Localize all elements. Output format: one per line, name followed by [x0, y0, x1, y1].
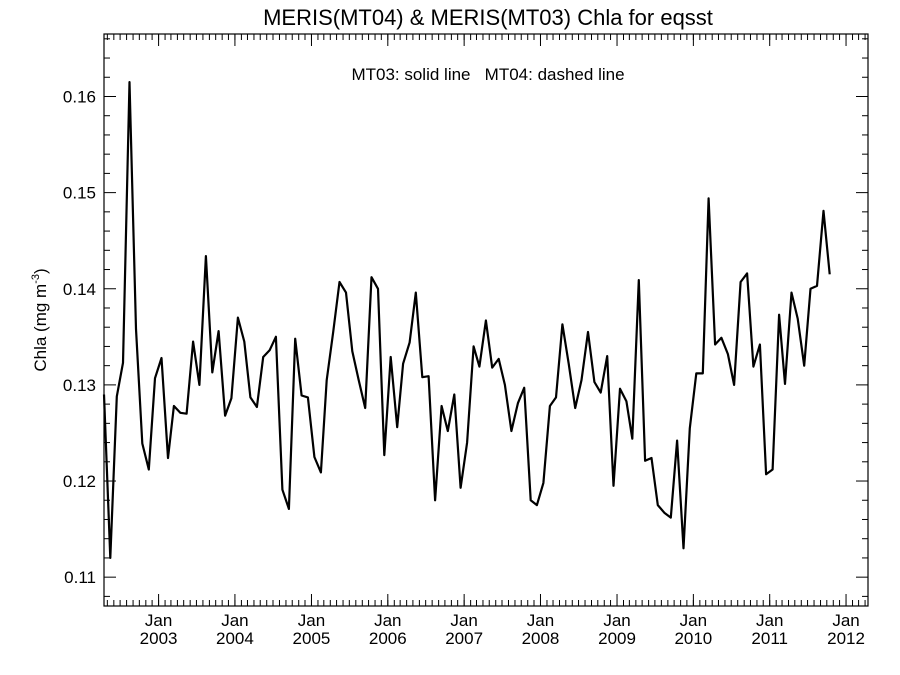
y-axis-title-end: )	[31, 268, 50, 274]
x-tick-label-month: Jan	[680, 611, 707, 630]
y-tick-label: 0.12	[63, 472, 96, 491]
y-tick-label: 0.14	[63, 280, 96, 299]
x-tick-label-year: 2010	[674, 629, 712, 648]
x-tick-label-year: 2007	[445, 629, 483, 648]
series-layer	[102, 80, 831, 560]
y-tick-label: 0.15	[63, 184, 96, 203]
y-axis-title: Chla (mg m-3)	[30, 268, 50, 371]
x-tick-label-month: Jan	[603, 611, 630, 630]
x-tick-label-month: Jan	[374, 611, 401, 630]
y-axis-title-main: Chla (mg m	[31, 284, 50, 372]
x-tick-label-year: 2009	[598, 629, 636, 648]
line-style-annotation: MT03: solid line MT04: dashed line	[351, 65, 624, 84]
chart-title: MERIS(MT04) & MERIS(MT03) Chla for eqsst	[263, 5, 713, 30]
x-tick-label-year: 2004	[216, 629, 254, 648]
x-tick-label-month: Jan	[298, 611, 325, 630]
x-tick-label-month: Jan	[527, 611, 554, 630]
x-tick-label-month: Jan	[756, 611, 783, 630]
plot-frame	[103, 33, 869, 607]
y-axis-title-superscript: -3	[30, 274, 42, 284]
x-tick-label-year: 2005	[293, 629, 331, 648]
y-axis: 0.11 0.12 0.13 0.14 0.15 0.16	[63, 87, 868, 587]
x-tick-label-month: Jan	[832, 611, 859, 630]
series-line-1	[102, 80, 831, 560]
x-tick-label-year: 2006	[369, 629, 407, 648]
x-tick-label-month: Jan	[145, 611, 172, 630]
y-tick-label: 0.13	[63, 376, 96, 395]
x-tick-label-year: 2003	[140, 629, 178, 648]
x-tick-label-year: 2011	[751, 629, 788, 648]
x-tick-label-year: 2012	[827, 629, 865, 648]
x-tick-label-year: 2008	[522, 629, 560, 648]
x-tick-label-month: Jan	[221, 611, 248, 630]
y-tick-label: 0.16	[63, 87, 96, 106]
y-tick-label: 0.11	[64, 568, 96, 587]
x-tick-label-month: Jan	[450, 611, 477, 630]
x-axis: Jan2003Jan2004Jan2005Jan2006Jan2007Jan20…	[140, 34, 865, 648]
